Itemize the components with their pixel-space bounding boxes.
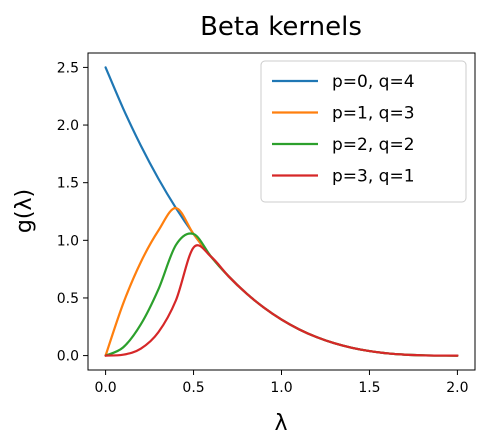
legend-label: p=0, q=4	[332, 72, 415, 92]
legend-label: p=3, q=1	[332, 167, 415, 187]
y-tick-label: 1.0	[57, 233, 79, 249]
chart-title: Beta kernels	[200, 12, 362, 42]
x-tick-label: 2.0	[446, 380, 468, 396]
y-tick-label: 1.5	[57, 176, 79, 192]
series-line-3	[104, 232, 459, 357]
legend-label: p=2, q=2	[332, 135, 415, 155]
y-tick-label: 2.5	[57, 60, 79, 76]
y-tick-label: 0.0	[57, 349, 79, 365]
x-tick-label: 0.5	[182, 380, 204, 396]
legend-label: p=1, q=3	[332, 104, 415, 124]
x-tick-label: 0.0	[94, 380, 116, 396]
x-tick-label: 1.0	[270, 380, 292, 396]
legend-box	[260, 60, 467, 203]
x-axis: 0.0 0.5 1.0 1.5 2.0	[94, 370, 469, 396]
y-axis: 0.0 0.5 1.0 1.5 2.0 2.5	[57, 60, 88, 365]
y-tick-label: 2.0	[57, 118, 79, 134]
x-tick-label: 1.5	[358, 380, 380, 396]
legend: p=0, q=4 p=1, q=3 p=2, q=2 p=3, q=1	[260, 60, 467, 203]
y-tick-label: 0.5	[57, 291, 79, 307]
x-axis-label: λ	[274, 411, 287, 436]
series-line-4	[104, 244, 459, 357]
y-axis-label: g(λ)	[12, 189, 37, 233]
series-lines	[104, 66, 459, 357]
